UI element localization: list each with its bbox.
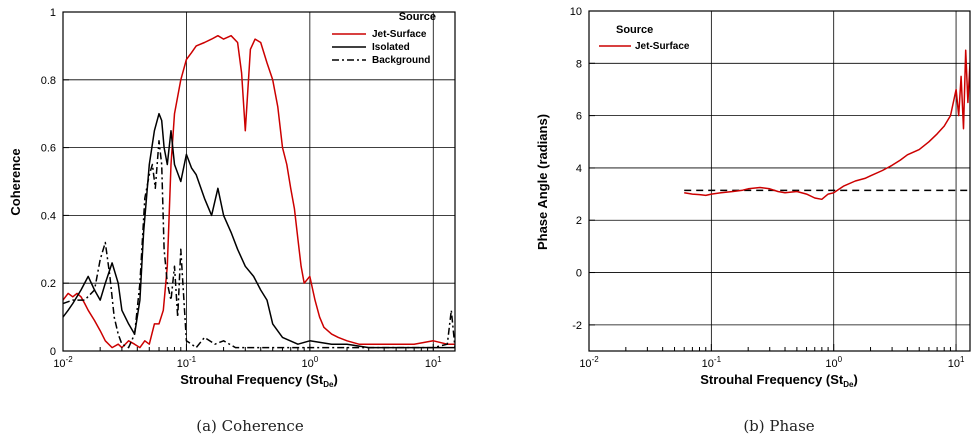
- phase-y-tick-label: 8: [576, 58, 582, 70]
- phase-x-tick-label: 100: [825, 355, 842, 370]
- coherence-x-axis-label-main: Strouhal Frequency (St: [180, 372, 324, 387]
- coherence-gridlines: [63, 12, 455, 351]
- phase-y-tick-label: 10: [570, 6, 582, 18]
- coherence-y-tick-label: 0.4: [41, 210, 56, 222]
- coherence-x-tick-label: 10-2: [53, 355, 73, 370]
- coherence-x-tick-label: 101: [425, 355, 442, 370]
- phase-x-tick-exponent: -2: [592, 355, 600, 364]
- coherence-x-tick-label: 100: [301, 355, 318, 370]
- coherence-series-jet-surface: [63, 34, 455, 349]
- coherence-x-axis-label-close: ): [333, 372, 337, 387]
- phase-legend: Source Jet-Surface: [599, 24, 690, 52]
- phase-x-tick-exponent: -1: [714, 355, 722, 364]
- phase-x-tick-label: 10-2: [579, 355, 599, 370]
- coherence-x-tick-base: 10: [177, 358, 189, 370]
- phase-y-tick-label: 4: [576, 163, 582, 175]
- coherence-legend-title: Source: [399, 11, 436, 23]
- phase-x-tick-base: 10: [825, 358, 837, 370]
- coherence-x-axis-label-sub: De: [323, 380, 334, 389]
- coherence-x-axis-label: Strouhal Frequency (StDe): [180, 372, 338, 389]
- phase-y-tick-label: -2: [572, 320, 582, 332]
- phase-x-axis-label-main: Strouhal Frequency (St: [700, 372, 844, 387]
- coherence-y-tick-label: 0.8: [41, 75, 56, 87]
- phase-legend-title: Source: [616, 24, 653, 36]
- coherence-y-tick-label: 0.6: [41, 143, 56, 155]
- phase-x-tick-base: 10: [948, 358, 960, 370]
- phase-plot-frame: [588, 10, 971, 352]
- phase-y-tick-label: 0: [576, 268, 582, 280]
- legend-label-jet-surface: Jet-Surface: [372, 29, 427, 40]
- coherence-y-axis-label: Coherence: [8, 148, 23, 215]
- legend-label-background: Background: [372, 55, 430, 66]
- coherence-x-tick-base: 10: [301, 358, 313, 370]
- coherence-x-tick-base: 10: [425, 358, 437, 370]
- phase-caption: (b) Phase: [743, 417, 814, 435]
- phase-x-axis-label-close: ): [853, 372, 857, 387]
- legend-label-isolated: Isolated: [372, 42, 410, 53]
- phase-y-tick-label: 2: [576, 215, 582, 227]
- coherence-plot-frame: [62, 11, 456, 352]
- coherence-x-tick-exponent: -2: [66, 355, 74, 364]
- phase-x-axis-label-sub: De: [843, 380, 854, 389]
- phase-series-jet-surface: [684, 49, 970, 201]
- coherence-series-background: [63, 140, 455, 349]
- phase-gridlines: [589, 11, 970, 351]
- coherence-y-tick-label: 1: [50, 7, 56, 19]
- coherence-series-isolated: [63, 112, 455, 349]
- coherence-y-tick-label: 0.2: [41, 278, 56, 290]
- phase-x-tick-label: 101: [948, 355, 965, 370]
- coherence-series-lines: [63, 34, 455, 349]
- phase-y-axis-label: Phase Angle (radians): [535, 114, 550, 250]
- coherence-y-tick-label: 0: [50, 346, 56, 358]
- coherence-x-tick-base: 10: [53, 358, 65, 370]
- coherence-caption: (a) Coherence: [196, 417, 304, 435]
- phase-series-lines: [684, 49, 970, 201]
- coherence-legend: Source Jet-Surface Isolated Background: [332, 11, 436, 66]
- coherence-x-tick-exponent: 0: [314, 355, 319, 364]
- coherence-x-tick-exponent: -1: [189, 355, 197, 364]
- phase-x-axis-label: Strouhal Frequency (StDe): [700, 372, 858, 389]
- phase-x-tick-exponent: 1: [960, 355, 965, 364]
- coherence-x-tick-exponent: 1: [437, 355, 442, 364]
- phase-y-tick-label: 6: [576, 111, 582, 123]
- phase-x-tick-exponent: 0: [838, 355, 843, 364]
- phase-x-tick-label: 10-1: [702, 355, 722, 370]
- phase-x-tick-base: 10: [702, 358, 714, 370]
- coherence-x-tick-label: 10-1: [177, 355, 197, 370]
- phase-legend-label-jet-surface: Jet-Surface: [635, 41, 690, 52]
- phase-x-tick-base: 10: [579, 358, 591, 370]
